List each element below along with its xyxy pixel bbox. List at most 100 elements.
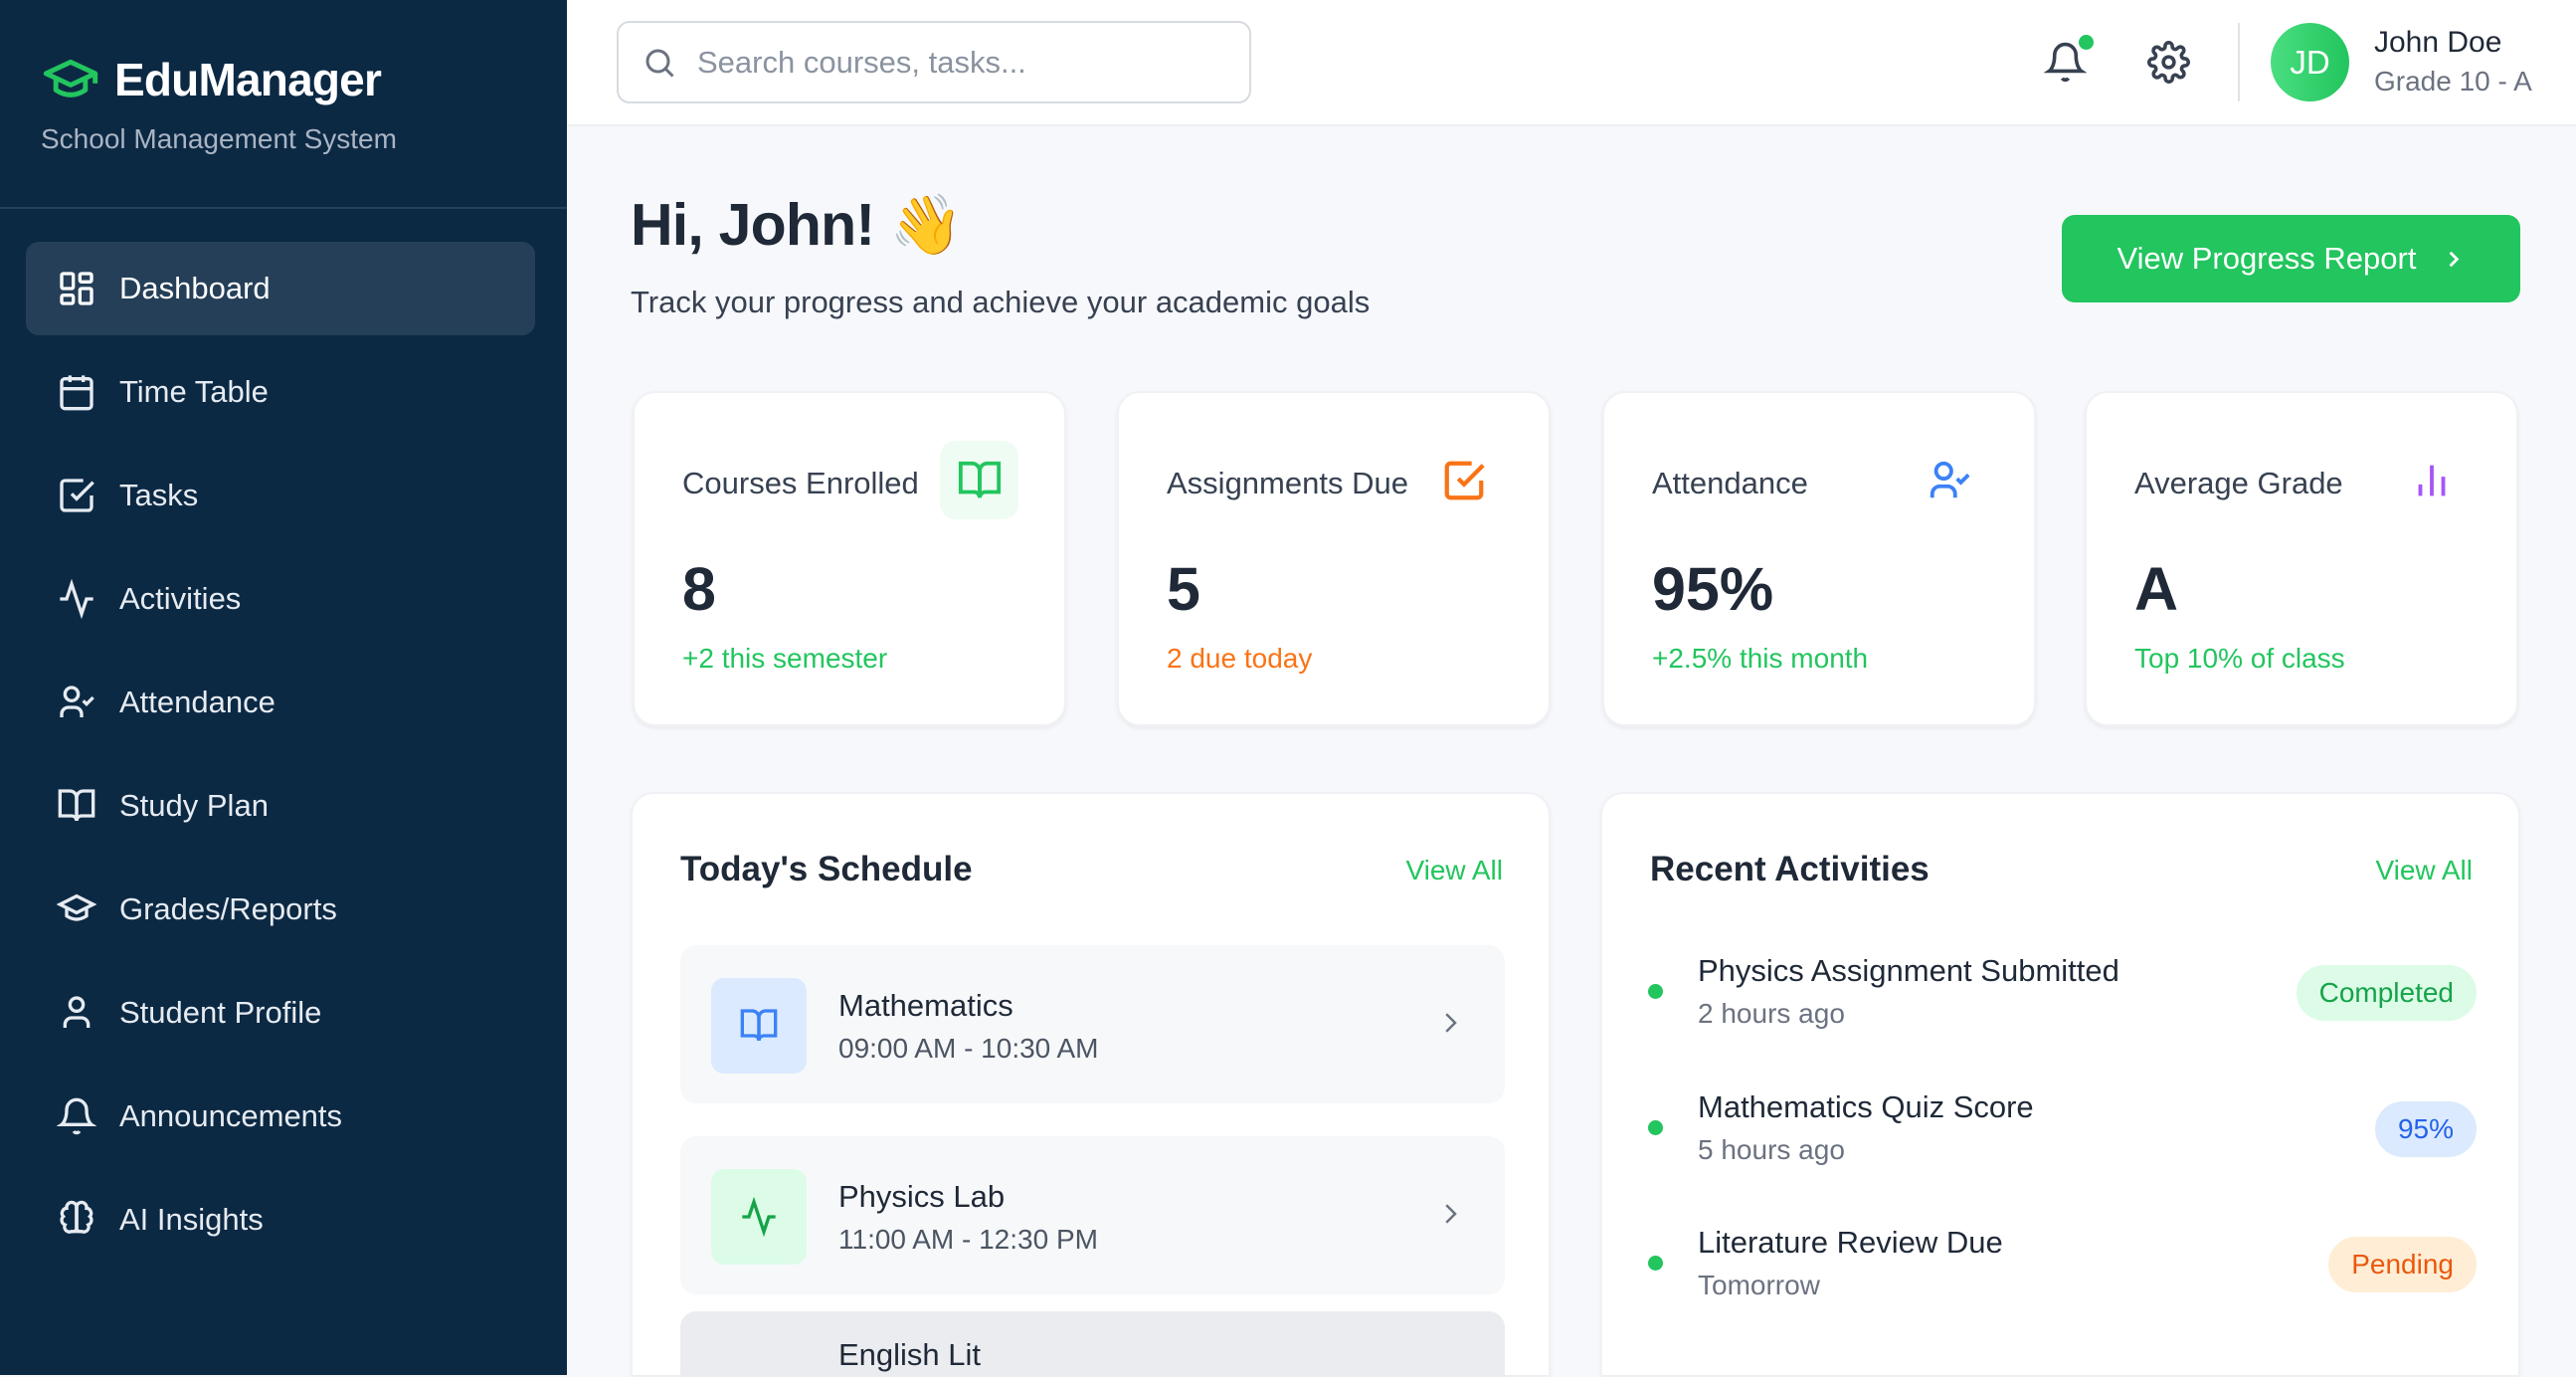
status-badge: Pending: [2328, 1237, 2477, 1292]
sidebar-item-label: Activities: [119, 581, 242, 616]
panel-title: Recent Activities: [1650, 850, 1930, 888]
activity-item[interactable]: Physics Assignment Submitted 2 hours ago…: [1648, 948, 2477, 1047]
sidebar-item-label: Time Table: [119, 374, 269, 409]
user-grade: Grade 10 - A: [2374, 66, 2532, 97]
stat-value: 8: [682, 555, 716, 623]
activity-item[interactable]: Mathematics Quiz Score 5 hours ago 95%: [1648, 1084, 2477, 1183]
schedule-name: Physics Lab: [838, 1179, 1006, 1214]
view-progress-report-button[interactable]: View Progress Report: [2062, 215, 2520, 302]
todays-schedule-panel: Today's Schedule View All Mathematics 09…: [631, 792, 1551, 1377]
status-badge: 95%: [2374, 1101, 2477, 1157]
avatar[interactable]: JD: [2271, 23, 2349, 101]
user-check-icon: [60, 686, 94, 717]
activity-pulse-icon: [711, 1169, 807, 1265]
search-input[interactable]: [697, 44, 1234, 81]
sidebar-item-study-plan[interactable]: Study Plan: [26, 759, 535, 853]
sidebar-item-grades-reports[interactable]: Grades/Reports: [26, 863, 535, 956]
sidebar-item-label: Attendance: [119, 685, 276, 719]
sidebar-item-label: Dashboard: [119, 271, 271, 305]
stat-title: Assignments Due: [1167, 466, 1408, 500]
sidebar-item-student-profile[interactable]: Student Profile: [26, 966, 535, 1060]
stat-sub: +2.5% this month: [1652, 643, 1869, 674]
book-open-icon: [940, 441, 1018, 519]
sidebar-divider: [0, 207, 567, 209]
notification-bell-icon[interactable]: [2044, 41, 2087, 84]
view-all-activities-link[interactable]: View All: [2375, 855, 2473, 885]
sidebar-item-activities[interactable]: Activities: [26, 552, 535, 646]
status-dot: [1648, 1120, 1663, 1135]
chevron-right-icon: [1445, 1204, 1457, 1224]
stat-value: 5: [1167, 555, 1200, 623]
schedule-item[interactable]: Physics Lab 11:00 AM - 12:30 PM: [680, 1136, 1505, 1294]
stat-card-attendance[interactable]: Attendance 95% +2.5% this month: [1602, 391, 2036, 726]
recent-activities-panel: Recent Activities View All Physics Assig…: [1600, 792, 2520, 1375]
graduation-cap-icon: [43, 59, 98, 98]
sidebar-item-dashboard[interactable]: Dashboard: [26, 242, 535, 335]
schedule-name: Mathematics: [838, 988, 1013, 1023]
bell-icon: [57, 1097, 96, 1135]
chevron-right-icon: [1445, 1013, 1457, 1033]
sidebar-item-attendance[interactable]: Attendance: [26, 656, 535, 749]
sidebar-item-label: Study Plan: [119, 788, 269, 823]
sidebar-item-tasks[interactable]: Tasks: [26, 449, 535, 542]
schedule-time: 09:00 AM - 10:30 AM: [838, 1033, 1099, 1064]
view-all-schedule-link[interactable]: View All: [1405, 855, 1503, 885]
dashboard-grid-icon: [60, 272, 93, 305]
gear-icon[interactable]: [2147, 41, 2190, 84]
activity-time: 5 hours ago: [1698, 1134, 1845, 1165]
checkbox-icon: [60, 479, 94, 512]
sidebar-item-ai-insights[interactable]: AI Insights: [26, 1173, 535, 1267]
sidebar-item-label: Student Profile: [119, 995, 322, 1030]
top-header: JD John Doe Grade 10 - A: [567, 0, 2576, 126]
sidebar-item-label: AI Insights: [119, 1202, 264, 1237]
sidebar-item-label: Announcements: [119, 1098, 343, 1133]
activity-time: Tomorrow: [1698, 1270, 1820, 1300]
activity-title: Literature Review Due: [1698, 1225, 2003, 1260]
sidebar: EduManager School Management System Dash…: [0, 0, 567, 1375]
page-title: Hi, John! 👋: [631, 192, 963, 258]
status-badge: Completed: [2296, 965, 2477, 1021]
graduation-cap-icon: [57, 893, 96, 921]
brand-logo[interactable]: EduManager: [43, 53, 382, 106]
activity-title: Mathematics Quiz Score: [1698, 1089, 2034, 1124]
stat-title: Average Grade: [2134, 466, 2343, 500]
stat-card-courses[interactable]: Courses Enrolled 8 +2 this semester: [633, 391, 1066, 726]
brand-name: EduManager: [114, 54, 382, 105]
schedule-item[interactable]: English Lit: [680, 1311, 1505, 1377]
sidebar-nav: Dashboard Time Table Tasks Activities At…: [26, 242, 535, 1277]
status-dot: [1648, 1256, 1663, 1271]
sidebar-item-time-table[interactable]: Time Table: [26, 345, 535, 439]
calendar-icon: [60, 375, 93, 411]
status-dot: [1648, 984, 1663, 999]
activity-item[interactable]: Literature Review Due Tomorrow Pending: [1648, 1220, 2477, 1318]
search-icon: [645, 49, 674, 78]
stat-card-assignments[interactable]: Assignments Due 5 2 due today: [1117, 391, 1551, 726]
activity-title: Physics Assignment Submitted: [1698, 953, 2119, 988]
activity-pulse-icon: [60, 579, 93, 619]
schedule-item[interactable]: Mathematics 09:00 AM - 10:30 AM: [680, 945, 1505, 1103]
schedule-name: English Lit: [838, 1337, 982, 1372]
search-box[interactable]: [617, 21, 1251, 103]
page-subtitle: Track your progress and achieve your aca…: [631, 285, 1371, 319]
chevron-right-icon: [2450, 251, 2460, 267]
brand-subtitle: School Management System: [41, 123, 397, 154]
checkbox-icon: [1424, 441, 1503, 519]
stat-sub: Top 10% of class: [2134, 643, 2345, 674]
sidebar-item-label: Grades/Reports: [119, 891, 337, 926]
activity-time: 2 hours ago: [1698, 998, 1845, 1029]
stat-card-average-grade[interactable]: Average Grade A Top 10% of class: [2085, 391, 2518, 726]
schedule-time: 11:00 AM - 12:30 PM: [838, 1224, 1098, 1255]
sidebar-item-label: Tasks: [119, 478, 199, 512]
brain-icon: [60, 1200, 93, 1234]
notification-dot: [2079, 35, 2094, 50]
user-icon: [63, 996, 91, 1028]
header-divider: [2238, 23, 2240, 101]
button-label: View Progress Report: [2116, 241, 2417, 276]
user-name: John Doe: [2374, 26, 2502, 59]
bar-chart-icon: [2392, 441, 2471, 519]
stat-sub: +2 this semester: [682, 643, 888, 674]
user-check-icon: [1910, 441, 1988, 519]
book-open-icon: [58, 789, 95, 822]
book-open-icon: [711, 978, 807, 1074]
sidebar-item-announcements[interactable]: Announcements: [26, 1070, 535, 1163]
